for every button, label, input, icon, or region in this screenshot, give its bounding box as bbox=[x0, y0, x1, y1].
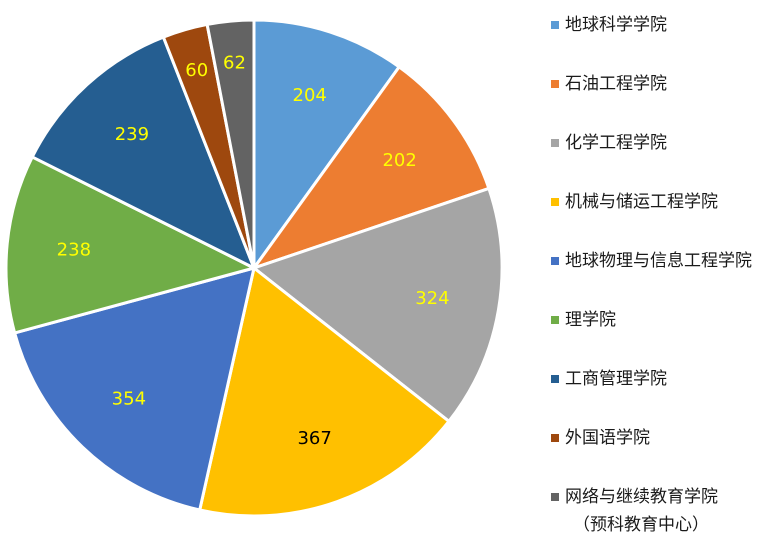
pie-slice-4 bbox=[198, 266, 451, 518]
legend-item-1: 地球科学学院 bbox=[551, 12, 766, 71]
data-label-4: 367 bbox=[297, 428, 331, 449]
legend-swatch bbox=[551, 198, 559, 206]
data-label-9: 62 bbox=[223, 53, 246, 74]
pie-slice-7 bbox=[30, 35, 256, 270]
data-label-8: 60 bbox=[185, 60, 208, 81]
legend-label: 理学院 bbox=[565, 310, 616, 330]
legend-label-sub: （预科教育中心） bbox=[573, 515, 709, 535]
legend-swatch bbox=[551, 257, 559, 265]
legend-label: 地球科学学院 bbox=[565, 15, 667, 35]
legend-swatch bbox=[551, 434, 559, 442]
pie-slice-9 bbox=[205, 18, 256, 270]
legend-label: 外国语学院 bbox=[565, 428, 650, 448]
pie-slice-2 bbox=[252, 65, 491, 270]
data-label-3: 324 bbox=[415, 288, 449, 309]
pie-slice-3 bbox=[252, 186, 504, 423]
legend: 地球科学学院 石油工程学院 化学工程学院机械与储运工程学院地球物理与信息工程学院 理学… bbox=[551, 12, 766, 543]
legend-item-5: 地球物理与信息工程学院 bbox=[551, 248, 766, 307]
legend-item-2: 石油工程学院 bbox=[551, 71, 766, 130]
pie-plot-area: 204 202 324 367 354 238 239 60 62 bbox=[4, 18, 504, 518]
legend-swatch bbox=[551, 375, 559, 383]
legend-swatch bbox=[551, 21, 559, 29]
pie-data-labels: 204 202 324 367 354 238 239 60 62 bbox=[57, 53, 450, 449]
pie-slice-6 bbox=[4, 155, 256, 335]
data-label-6: 238 bbox=[57, 239, 91, 260]
data-label-2: 202 bbox=[382, 150, 416, 171]
legend-swatch bbox=[551, 80, 559, 88]
legend-item-3: 化学工程学院 bbox=[551, 130, 766, 189]
legend-swatch bbox=[551, 139, 559, 147]
legend-label: 石油工程学院 bbox=[565, 74, 667, 94]
pie-slices bbox=[4, 18, 504, 518]
legend-item-6: 理学院 bbox=[551, 307, 766, 366]
pie-slice-1 bbox=[252, 18, 401, 270]
legend-swatch bbox=[551, 493, 559, 501]
data-label-1: 204 bbox=[293, 85, 327, 106]
legend-item-7: 工商管理学院 bbox=[551, 366, 766, 425]
legend-item-9: 网络与继续教育学院 （预科教育中心） bbox=[551, 484, 766, 543]
data-label-5: 354 bbox=[112, 388, 146, 409]
legend-label: 网络与继续教育学院 bbox=[565, 487, 718, 507]
legend-label: 机械与储运工程学院 bbox=[565, 192, 718, 212]
legend-item-8: 外国语学院 bbox=[551, 425, 766, 484]
legend-swatch bbox=[551, 316, 559, 324]
legend-label: 工商管理学院 bbox=[565, 369, 667, 389]
legend-item-4: 机械与储运工程学院 bbox=[551, 189, 766, 248]
pie-slice-5 bbox=[13, 266, 256, 512]
data-label-7: 239 bbox=[115, 124, 149, 145]
legend-label: 地球物理与信息工程学院 bbox=[565, 251, 752, 271]
legend-label: 化学工程学院 bbox=[565, 133, 667, 153]
